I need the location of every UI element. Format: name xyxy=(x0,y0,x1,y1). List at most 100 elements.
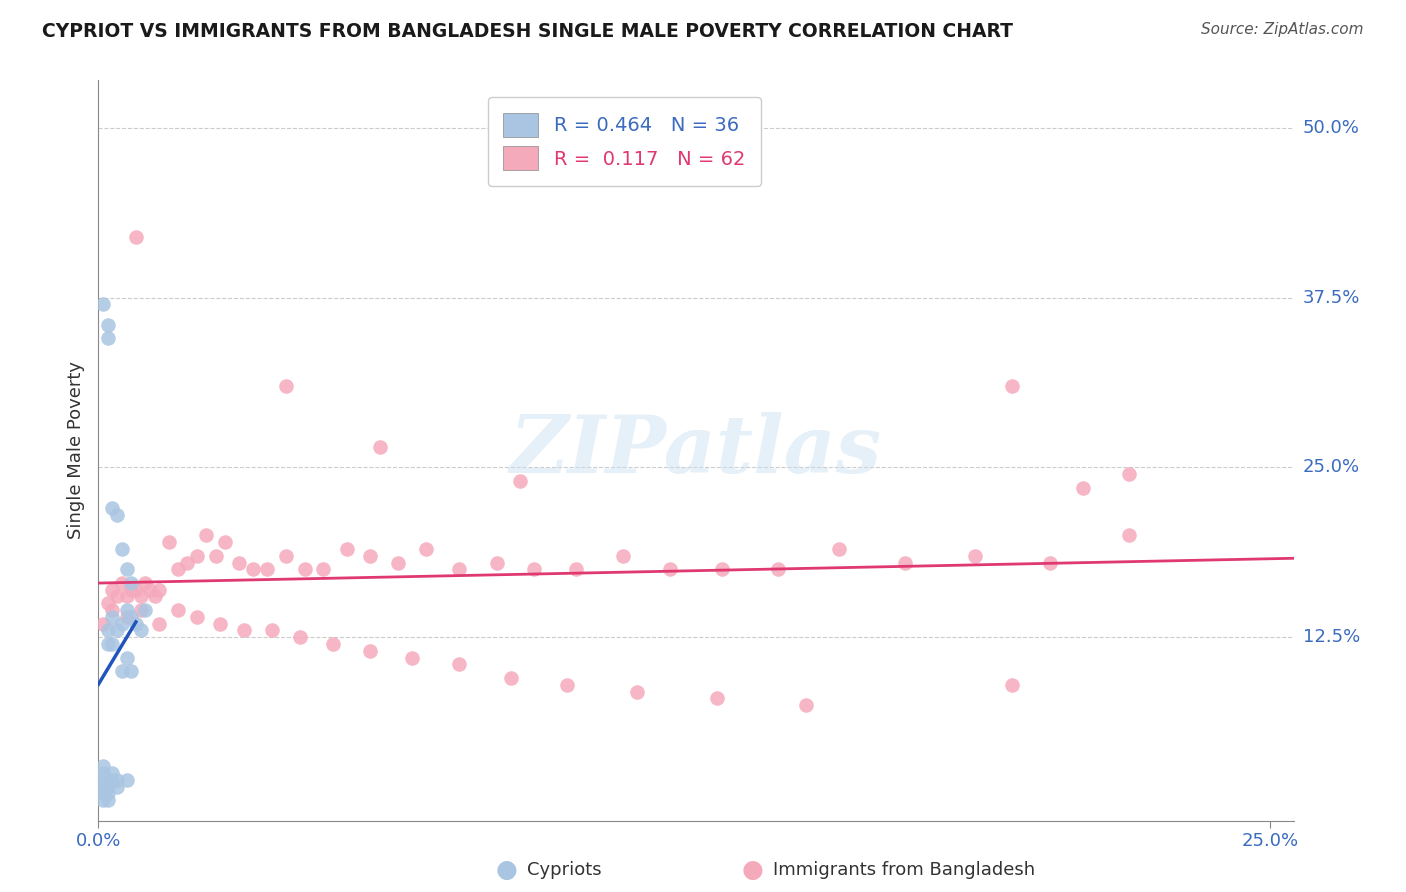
Point xyxy=(232,624,254,638)
Point xyxy=(91,759,114,773)
Point xyxy=(509,474,531,488)
Point xyxy=(105,508,128,522)
Point xyxy=(91,787,114,801)
Point xyxy=(120,575,142,590)
Point xyxy=(659,562,682,576)
Point xyxy=(186,610,208,624)
Point xyxy=(274,379,297,393)
Point xyxy=(115,650,138,665)
Point xyxy=(612,549,634,563)
Point xyxy=(157,535,180,549)
Point xyxy=(1118,528,1140,542)
Point xyxy=(91,772,114,787)
Point xyxy=(105,590,128,604)
Point xyxy=(143,590,166,604)
Point xyxy=(97,624,120,638)
Point xyxy=(101,772,124,787)
Point xyxy=(828,541,851,556)
Point xyxy=(449,657,471,672)
Point xyxy=(167,603,190,617)
Point xyxy=(91,780,114,794)
Point xyxy=(105,772,128,787)
Point xyxy=(134,575,156,590)
Point xyxy=(115,610,138,624)
Point xyxy=(963,549,986,563)
Point xyxy=(322,637,344,651)
Point xyxy=(97,793,120,807)
Point xyxy=(485,556,508,570)
Point xyxy=(91,793,114,807)
Point xyxy=(91,616,114,631)
Point xyxy=(97,318,120,332)
Point xyxy=(260,624,283,638)
Point xyxy=(242,562,264,576)
Point xyxy=(274,549,297,563)
Point xyxy=(139,582,162,597)
Point xyxy=(449,562,471,576)
Point xyxy=(228,556,250,570)
Point xyxy=(195,528,218,542)
Point xyxy=(134,603,156,617)
Point xyxy=(523,562,546,576)
Point xyxy=(288,630,311,644)
Legend: R = 0.464   N = 36, R =  0.117   N = 62: R = 0.464 N = 36, R = 0.117 N = 62 xyxy=(488,97,761,186)
Text: ZIPatlas: ZIPatlas xyxy=(510,412,882,489)
Point xyxy=(148,582,170,597)
Text: ●: ● xyxy=(495,858,517,881)
Point xyxy=(101,603,124,617)
Point xyxy=(129,603,152,617)
Text: CYPRIOT VS IMMIGRANTS FROM BANGLADESH SINGLE MALE POVERTY CORRELATION CHART: CYPRIOT VS IMMIGRANTS FROM BANGLADESH SI… xyxy=(42,22,1014,41)
Point xyxy=(101,501,124,516)
Text: ●: ● xyxy=(741,858,763,881)
Point xyxy=(111,575,134,590)
Point xyxy=(111,664,134,678)
Point xyxy=(176,556,198,570)
Point xyxy=(893,556,915,570)
Point xyxy=(794,698,817,713)
Point xyxy=(294,562,316,576)
Point xyxy=(129,590,152,604)
Point xyxy=(710,562,733,576)
Point xyxy=(706,691,728,706)
Text: 37.5%: 37.5% xyxy=(1303,289,1360,307)
Point xyxy=(120,664,142,678)
Point xyxy=(101,610,124,624)
Point xyxy=(120,582,142,597)
Point xyxy=(97,787,120,801)
Point xyxy=(256,562,278,576)
Point xyxy=(97,331,120,345)
Point xyxy=(97,780,120,794)
Point xyxy=(204,549,226,563)
Point xyxy=(129,624,152,638)
Text: Cypriots: Cypriots xyxy=(527,861,602,879)
Point xyxy=(97,596,120,610)
Text: 12.5%: 12.5% xyxy=(1303,628,1360,646)
Point xyxy=(101,766,124,780)
Text: Immigrants from Bangladesh: Immigrants from Bangladesh xyxy=(773,861,1035,879)
Point xyxy=(91,297,114,311)
Point xyxy=(387,556,409,570)
Point xyxy=(120,610,142,624)
Point xyxy=(766,562,789,576)
Point xyxy=(125,616,148,631)
Point xyxy=(1039,556,1062,570)
Point xyxy=(186,549,208,563)
Point xyxy=(148,616,170,631)
Point xyxy=(214,535,236,549)
Point xyxy=(1118,467,1140,482)
Point xyxy=(499,671,522,685)
Point xyxy=(115,590,138,604)
Point xyxy=(125,229,148,244)
Point xyxy=(359,549,381,563)
Point xyxy=(125,582,148,597)
Point xyxy=(1001,379,1024,393)
Point xyxy=(336,541,359,556)
Point xyxy=(312,562,335,576)
Point xyxy=(359,644,381,658)
Point xyxy=(115,562,138,576)
Point xyxy=(1071,481,1094,495)
Point xyxy=(167,562,190,576)
Point xyxy=(105,780,128,794)
Text: Source: ZipAtlas.com: Source: ZipAtlas.com xyxy=(1201,22,1364,37)
Point xyxy=(91,766,114,780)
